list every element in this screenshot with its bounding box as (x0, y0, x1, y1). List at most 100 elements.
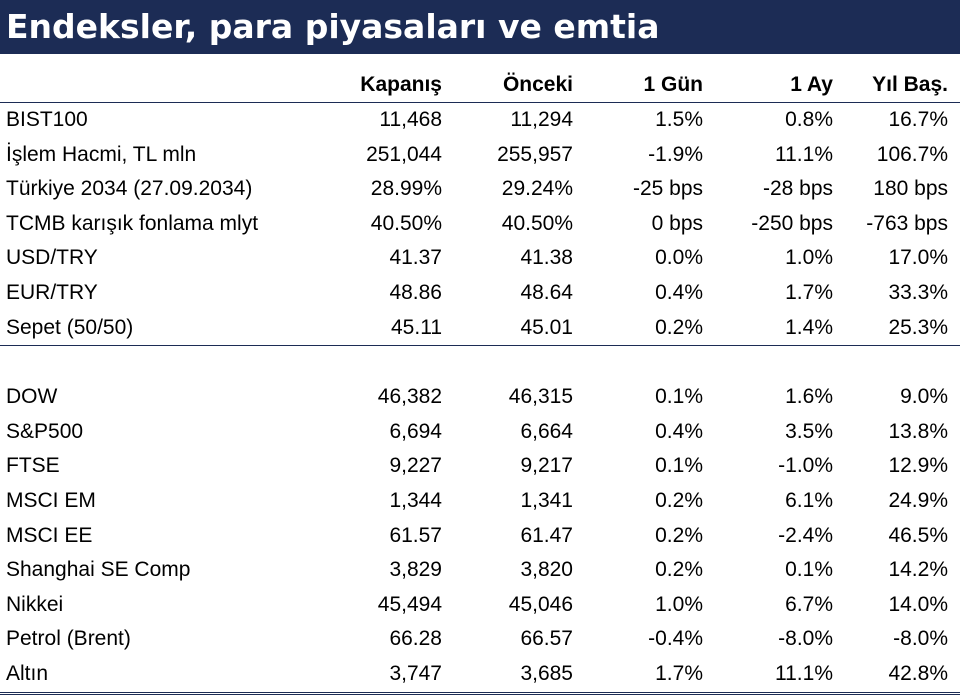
table-row: Nikkei 45,494 45,046 1.0% 6.7% 14.0% (0, 588, 960, 623)
row-value: 3,829 (389, 558, 442, 582)
column-header-kapanis: Kapanış (360, 73, 442, 96)
row-label: TCMB karışık fonlama mlyt (6, 211, 259, 235)
row-label: EUR/TRY (6, 280, 98, 304)
row-value: 9,217 (520, 454, 573, 478)
row-value: 0.0% (655, 246, 703, 270)
row-label: USD/TRY (6, 246, 98, 270)
domestic-markets-group: BIST100 11,468 11,294 1.5% 0.8% 16.7% İşlem Ha… (0, 103, 960, 345)
bottom-divider (0, 691, 960, 695)
row-value: 14.2% (888, 558, 948, 582)
row-value: 0.2% (655, 558, 703, 582)
row-value: 25.3% (888, 315, 948, 339)
column-header-1-ay: 1 Ay (790, 73, 833, 96)
row-value: 46.5% (888, 523, 948, 547)
row-value: 1.6% (785, 385, 833, 409)
table-row: Petrol (Brent) 66.28 66.57 -0.4% -8.0% -8.0% (0, 622, 960, 657)
row-value: 61.47 (520, 523, 573, 547)
row-value: 9.0% (900, 385, 948, 409)
page-title: Endeksler, para piyasaları ve emtia (6, 7, 660, 46)
row-label: FTSE (6, 454, 60, 478)
row-value: 1.7% (785, 280, 833, 304)
row-value: 0.1% (655, 385, 703, 409)
table-row: DOW 46,382 46,315 0.1% 1.6% 9.0% (0, 380, 960, 415)
row-value: 45,046 (508, 592, 573, 616)
global-markets-group: DOW 46,382 46,315 0.1% 1.6% 9.0% S&P500 6,694 6,… (0, 380, 960, 691)
table-row: FTSE 9,227 9,217 0.1% -1.0% 12.9% (0, 449, 960, 484)
row-label: Shanghai SE Comp (6, 558, 191, 582)
row-value: -25 bps (632, 177, 703, 201)
row-value: 16.7% (888, 108, 948, 131)
row-value: 48.86 (389, 280, 442, 304)
row-value: -250 bps (751, 211, 833, 235)
row-value: 41.38 (520, 246, 573, 270)
row-label: S&P500 (6, 419, 84, 443)
row-value: 0.4% (655, 280, 703, 304)
row-value: -0.4% (648, 627, 703, 651)
row-value: 11,468 (379, 108, 442, 131)
table-row: Türkiye 2034 (27.09.2034) 28.99% 29.24% -25… (0, 172, 960, 207)
row-label: Altın (6, 661, 49, 685)
row-value: 46,315 (508, 385, 573, 409)
row-value: 9,227 (389, 454, 442, 478)
row-value: -1.9% (648, 142, 703, 166)
row-value: 40.50% (501, 211, 573, 235)
row-label: Nikkei (6, 592, 64, 616)
row-value: 42.8% (888, 661, 948, 685)
row-value: 45.11 (391, 315, 442, 339)
row-value: 0.2% (655, 315, 703, 339)
row-label: Sepet (50/50) (6, 315, 134, 339)
spacer-row (0, 346, 960, 380)
title-bar: Endeksler, para piyasaları ve emtia (0, 0, 960, 54)
row-value: 28.99% (370, 177, 442, 201)
table-row: BIST100 11,468 11,294 1.5% 0.8% 16.7% (0, 103, 960, 138)
row-value: 46,382 (377, 385, 442, 409)
row-value: -28 bps (762, 177, 833, 201)
row-value: 3.5% (785, 419, 833, 443)
row-value: 41.37 (389, 246, 442, 270)
row-value: 0.2% (655, 523, 703, 547)
row-value: 24.9% (888, 488, 948, 512)
row-label: MSCI EM (6, 488, 96, 512)
row-value: 6.7% (785, 592, 833, 616)
column-header-yil-bas: Yıl Baş. (872, 73, 948, 96)
table-row: İşlem Hacmi, TL mln 251,044 255,957 -1.9% 11… (0, 138, 960, 173)
table-row: Altın 3,747 3,685 1.7% 11.1% 42.8% (0, 657, 960, 692)
header-divider (0, 102, 960, 103)
row-label: Petrol (Brent) (6, 627, 131, 651)
row-value: -2.4% (778, 523, 833, 547)
row-value: -8.0% (778, 627, 833, 651)
row-value: 106.7% (876, 142, 948, 166)
row-value: 251,044 (366, 142, 442, 166)
row-value: 45,494 (377, 592, 442, 616)
row-value: 6.1% (785, 488, 833, 512)
group-divider (0, 345, 960, 347)
row-value: 1.5% (655, 108, 703, 131)
row-value: 255,957 (497, 142, 573, 166)
row-value: 11,294 (510, 108, 573, 131)
row-value: 66.57 (520, 627, 573, 651)
row-value: 6,694 (389, 419, 442, 443)
row-value: -763 bps (866, 211, 948, 235)
row-value: 17.0% (888, 246, 948, 270)
row-value: -8.0% (893, 627, 948, 651)
table-row: EUR/TRY 48.86 48.64 0.4% 1.7% 33.3% (0, 276, 960, 311)
column-header-onceki: Önceki (502, 73, 573, 96)
row-label: DOW (6, 385, 58, 409)
row-value: 0.1% (785, 558, 833, 582)
row-value: 0.8% (785, 108, 833, 131)
table-row: S&P500 6,694 6,664 0.4% 3.5% 13.8% (0, 415, 960, 450)
row-value: 6,664 (520, 419, 573, 443)
row-value: 11.1% (775, 661, 833, 685)
column-header-1-gun: 1 Gün (643, 73, 703, 96)
table-row: TCMB karışık fonlama mlyt 40.50% 40.50% 0 b… (0, 207, 960, 242)
row-value: 12.9% (888, 454, 948, 478)
row-value: 1.0% (655, 592, 703, 616)
row-value: 29.24% (501, 177, 573, 201)
market-table: Kapanış Önceki 1 Gün 1 Ay Yıl Baş. BIST1… (0, 66, 960, 695)
row-value: 14.0% (888, 592, 948, 616)
row-label: Türkiye 2034 (27.09.2034) (6, 177, 253, 201)
row-value: 66.28 (389, 627, 442, 651)
row-label: İşlem Hacmi, TL mln (6, 142, 197, 166)
row-value: 48.64 (520, 280, 573, 304)
row-value: 13.8% (888, 419, 948, 443)
